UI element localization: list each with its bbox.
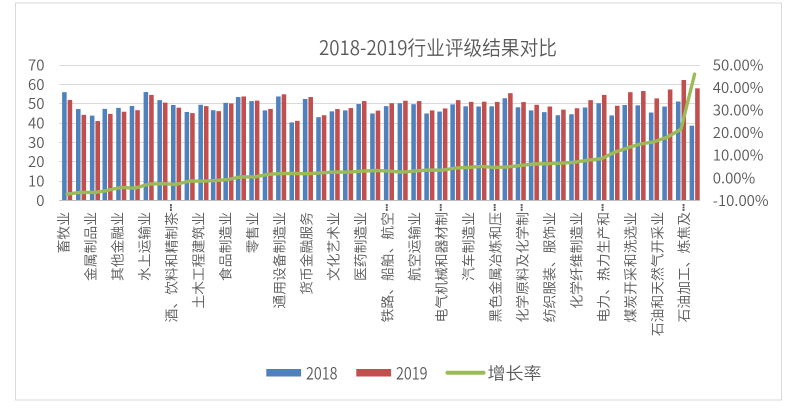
svg-text:20.00%: 20.00% [713,122,764,143]
svg-text:0: 0 [36,190,44,211]
svg-text:电力、热力生产和: 电力、热力生产和 [592,212,612,322]
svg-text:通用设备制造业: 通用设备制造业 [269,212,289,309]
svg-text:40.00%: 40.00% [713,77,764,98]
svg-text:土木工程建筑业: 土木工程建筑业 [188,212,208,309]
svg-text:铁路、船舶、航空: 铁路、船舶、航空 [377,212,397,322]
svg-text:2018: 2018 [306,359,338,384]
svg-text:航空运输业: 航空运输业 [403,212,423,281]
svg-text:10.00%: 10.00% [713,145,764,166]
svg-text:货币金融服务: 货币金融服务 [296,212,316,295]
svg-text:食品制造业: 食品制造业 [215,212,235,281]
svg-text:50: 50 [28,93,44,114]
svg-text:医药制造业: 医药制造业 [350,212,370,281]
svg-text:畜牧业: 畜牧业 [53,212,73,253]
svg-text:2019: 2019 [396,359,428,384]
svg-text:文化艺术业: 文化艺术业 [323,212,343,281]
svg-text:石油和天然气开采业: 石油和天然气开采业 [646,212,666,336]
svg-text:70: 70 [28,54,44,75]
svg-text:0.00%: 0.00% [713,167,756,188]
svg-text:水上运输业: 水上运输业 [134,212,154,281]
svg-text:40: 40 [28,113,44,134]
svg-text:酒、饮料和精制茶: 酒、饮料和精制茶 [161,212,181,323]
svg-text:20: 20 [28,151,44,172]
svg-text:其他金融业: 其他金融业 [107,212,127,281]
svg-text:10: 10 [28,171,44,192]
svg-text:石油加工、炼焦及: 石油加工、炼焦及 [673,212,693,323]
svg-text:60: 60 [28,74,44,95]
svg-text:30.00%: 30.00% [713,100,764,121]
svg-text:化学原料及化学制: 化学原料及化学制 [511,212,531,322]
svg-text:金属制品业: 金属制品业 [80,212,100,281]
svg-text:30: 30 [28,132,44,153]
svg-text:50.00%: 50.00% [713,54,764,75]
svg-text:零售业: 零售业 [242,212,262,253]
svg-text:电气机械和器材制: 电气机械和器材制 [430,212,450,322]
svg-text:化学纤维制造业: 化学纤维制造业 [565,212,585,309]
svg-text:-10.00%: -10.00% [713,190,769,211]
svg-text:汽车制造业: 汽车制造业 [457,212,477,281]
svg-text:黑色金属冶炼和压: 黑色金属冶炼和压 [484,212,504,323]
svg-text:煤炭开采和洗选业: 煤炭开采和洗选业 [619,212,639,322]
svg-text:2018-2019行业评级结果对比: 2018-2019行业评级结果对比 [319,32,557,61]
svg-text:增长率: 增长率 [488,359,542,384]
svg-text:纺织服装、服饰业: 纺织服装、服饰业 [538,212,558,322]
